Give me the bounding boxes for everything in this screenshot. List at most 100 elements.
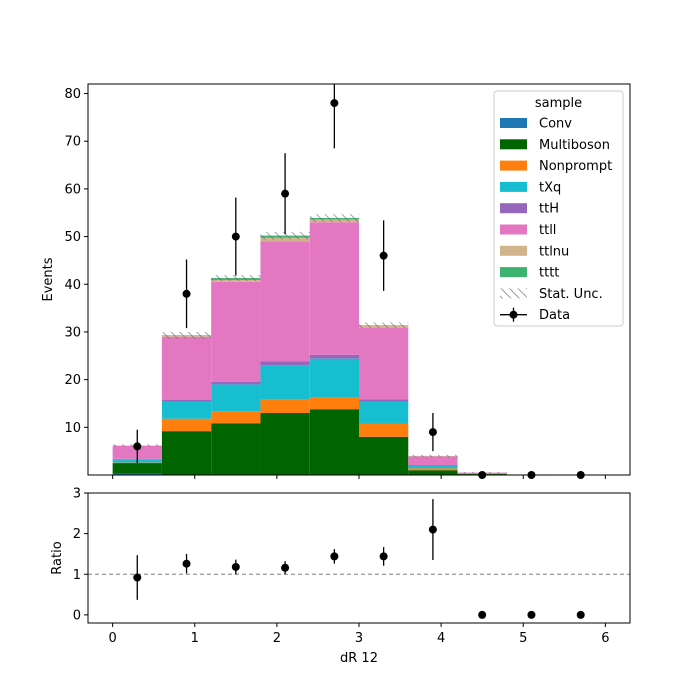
x-tick-label-4: 4: [437, 631, 445, 646]
x-tick-label-6: 6: [601, 631, 609, 646]
ratio-y-tick-label-0: 0: [73, 608, 81, 623]
ratio-point-0: [133, 573, 142, 582]
ratio-y-ticks: 0 1 2 3: [73, 487, 88, 623]
stat-unc-bin-5: [359, 322, 409, 329]
main-y-tick-label-5: 60: [64, 182, 81, 197]
stat-unc-bin-4: [309, 214, 359, 222]
legend-swatch-tttt: [500, 267, 527, 278]
legend-label-tttt: tttt: [539, 266, 559, 281]
bar-txq-bin-5: [359, 401, 409, 424]
ratio-point-9: [576, 610, 585, 619]
main-plot-panel: 10 20 30 40 50 60 70 80 Events sample Conv Multib…: [41, 83, 631, 479]
ratio-point-4: [330, 552, 339, 561]
bar-multiboson-bin-0: [112, 463, 162, 474]
ratio-y-tick-label-2: 2: [73, 527, 81, 542]
bar-ttll-bin-4: [309, 222, 359, 355]
data-point-5: [379, 251, 388, 260]
ratio-points: [133, 499, 585, 619]
bar-conv-bin-0: [112, 473, 162, 475]
legend-swatch-ttlnu: [500, 245, 527, 256]
data-point-6: [428, 428, 437, 437]
legend-swatch-stat-unc: [500, 288, 527, 299]
bar-tth-bin-2: [211, 382, 261, 385]
data-point-4: [330, 99, 339, 108]
ratio-point-3: [281, 563, 290, 572]
ratio-y-tick-label-1: 1: [73, 568, 81, 583]
stat-unc-bin-2: [211, 275, 261, 281]
legend-label-ttlnu: ttlnu: [539, 244, 569, 259]
legend-label-conv: Conv: [539, 117, 572, 132]
ratio-point-6: [428, 525, 437, 534]
bar-txq-bin-2: [211, 384, 261, 412]
bar-nonprompt-bin-3: [260, 399, 310, 414]
legend-label-ttll: ttll: [539, 223, 556, 238]
ratio-point-8: [527, 610, 536, 619]
data-points: [133, 84, 585, 479]
ratio-x-ticks: 0 1 2 3 4 5 6: [108, 623, 610, 646]
legend-label-nonprompt: Nonprompt: [539, 159, 612, 174]
data-point-3: [281, 189, 290, 198]
ratio-plot-frame: [87, 492, 631, 624]
legend-label-tth: ttH: [539, 202, 559, 217]
bar-txq-bin-1: [161, 401, 212, 419]
bar-ttll-bin-1: [161, 336, 212, 400]
legend-label-stat-unc: Stat. Unc.: [539, 287, 603, 302]
stacked-histogram: [112, 217, 557, 475]
stat-unc-bin-6: [408, 454, 458, 458]
legend-swatch-multiboson: [500, 139, 527, 150]
bar-multiboson-bin-4: [309, 409, 359, 475]
main-y-tick-label-1: 20: [64, 373, 81, 388]
bar-nonprompt-bin-6: [408, 468, 458, 471]
legend-label-multiboson: Multiboson: [539, 138, 610, 153]
stat-unc-bin-1: [161, 331, 212, 339]
x-tick-label-2: 2: [273, 631, 281, 646]
bar-tth-bin-5: [359, 399, 409, 402]
bar-ttll-bin-5: [359, 327, 409, 400]
bar-multiboson-bin-1: [161, 431, 212, 475]
ratio-point-7: [478, 610, 487, 619]
ratio-y-tick-label-3: 3: [73, 487, 81, 502]
main-y-tick-label-2: 30: [64, 325, 81, 340]
bar-tth-bin-1: [161, 399, 212, 402]
legend: sample Conv Multiboson Nonprompt tXq ttH ttll t…: [493, 90, 624, 327]
bar-nonprompt-bin-2: [211, 411, 261, 424]
legend-label-txq: tXq: [539, 180, 561, 195]
main-x-ticks: [112, 475, 606, 479]
bar-tth-bin-4: [309, 354, 359, 359]
ratio-point-5: [379, 552, 388, 561]
bar-multiboson-bin-5: [359, 436, 409, 475]
ratio-plot-panel: 0 1 2 3 0 1 2 3 4 5 6 Ratio dR 12: [50, 487, 631, 666]
bar-nonprompt-bin-5: [359, 423, 409, 437]
bar-ttll-bin-6: [408, 456, 458, 465]
ratio-y-axis-label: Ratio: [50, 541, 65, 574]
bar-txq-bin-6: [408, 465, 458, 469]
bar-multiboson-bin-6: [408, 470, 458, 475]
x-axis-label: dR 12: [340, 651, 378, 666]
bar-nonprompt-bin-4: [309, 397, 359, 410]
bar-ttll-bin-3: [260, 241, 310, 362]
bar-txq-bin-3: [260, 365, 310, 400]
data-point-1: [182, 289, 191, 298]
legend-title: sample: [535, 96, 582, 111]
legend-swatch-tth: [500, 203, 527, 214]
x-tick-label-5: 5: [519, 631, 527, 646]
bar-multiboson-bin-2: [211, 423, 261, 475]
legend-label-data: Data: [539, 308, 570, 323]
bar-txq-bin-4: [309, 358, 359, 398]
main-y-ticks: 10 20 30 40 50 60 70 80: [64, 87, 88, 436]
data-point-2: [231, 232, 240, 241]
main-y-tick-label-0: 10: [64, 421, 81, 436]
main-y-tick-label-6: 70: [64, 135, 81, 150]
data-point-0: [133, 442, 142, 451]
legend-swatch-nonprompt: [500, 160, 527, 171]
main-y-tick-label-3: 40: [64, 278, 81, 293]
legend-swatch-ttll: [500, 224, 527, 235]
ratio-point-2: [231, 562, 240, 571]
bar-nonprompt-bin-1: [161, 418, 212, 432]
main-y-axis-label: Events: [41, 257, 56, 301]
legend-data-marker: [509, 310, 518, 319]
bar-tth-bin-3: [260, 361, 310, 366]
stat-unc-bin-3: [260, 231, 310, 240]
x-tick-label-0: 0: [108, 631, 116, 646]
